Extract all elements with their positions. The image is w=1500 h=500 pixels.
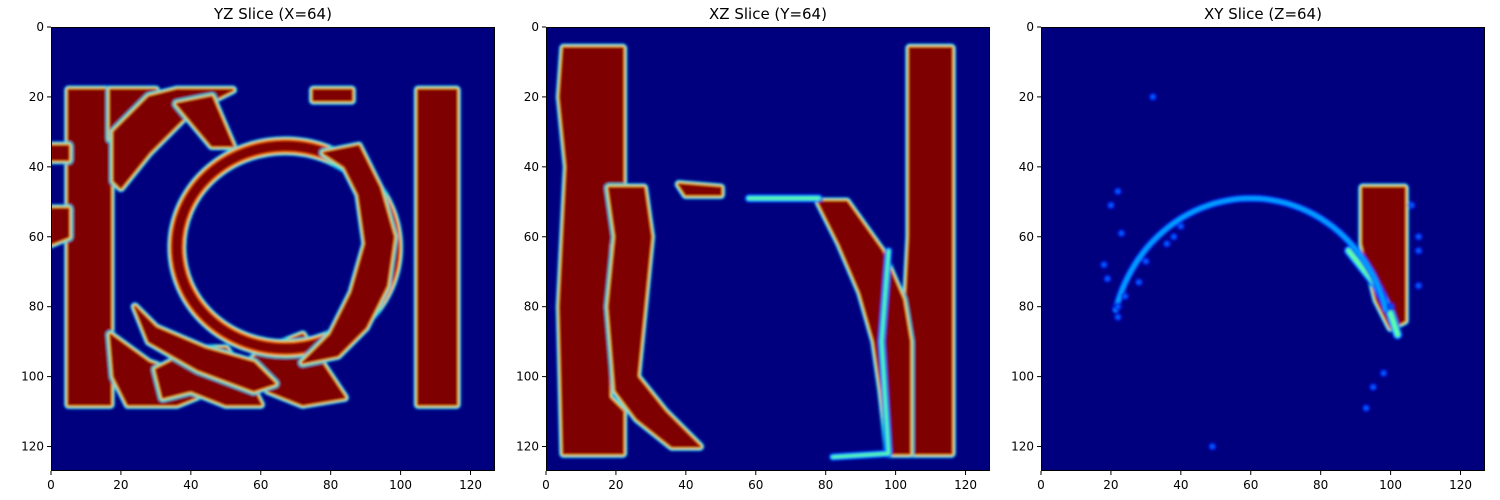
x-tick-label: 60	[253, 478, 268, 492]
y-tick-label: 80	[1019, 300, 1034, 314]
y-tick-label: 60	[1019, 230, 1034, 244]
axes-frame	[546, 27, 990, 471]
heatmap-arc	[1112, 194, 1390, 314]
x-tick-label: 120	[459, 478, 482, 492]
x-tick-label: 60	[748, 478, 763, 492]
heatmap-region	[674, 179, 726, 200]
y-tick-label: 120	[1011, 440, 1034, 454]
x-tick-label: 60	[1243, 478, 1258, 492]
x-tick-label: 0	[47, 478, 55, 492]
heatmap-region	[51, 204, 73, 249]
y-tick-label: 40	[1019, 160, 1034, 174]
x-tick-label: 20	[113, 478, 128, 492]
x-tick-label: 120	[1449, 478, 1472, 492]
chart-title: XY Slice (Z=64)	[1204, 5, 1322, 23]
y-tick-label: 60	[29, 230, 44, 244]
y-tick-label: 100	[516, 370, 539, 384]
heatmap-region	[172, 92, 238, 151]
axes-frame	[51, 27, 495, 471]
x-tick-label: 100	[389, 478, 412, 492]
y-tick-label: 120	[516, 440, 539, 454]
y-tick-label: 20	[524, 90, 539, 104]
x-tick-label: 80	[818, 478, 833, 492]
heatmap-background	[1041, 27, 1485, 471]
heatmap-region	[64, 85, 115, 410]
y-tick-label: 120	[21, 440, 44, 454]
y-tick-label: 100	[21, 370, 44, 384]
y-tick-label: 60	[524, 230, 539, 244]
heatmap-area: 0 20 40 60 80 100 120 0 20 40 60 80 100 120	[21, 20, 495, 492]
y-tick-label: 80	[524, 300, 539, 314]
x-tick-label: 20	[608, 478, 623, 492]
x-tick-label: 40	[678, 478, 693, 492]
heatmap-region	[298, 141, 399, 368]
heatmap-region	[413, 85, 461, 410]
y-tick-label: 0	[1026, 20, 1034, 34]
panel-xz-slice: XZ Slice (Y=64) 0 20 40 60 80 100 120 0 20 40 60 80…	[516, 5, 990, 492]
axes-frame	[1041, 27, 1485, 471]
panel-xy-slice: XY Slice (Z=64) 0 20 40 60 80 100 120 0 20 40 60 80…	[1011, 5, 1485, 492]
heatmap-region	[51, 141, 73, 165]
heatmap-area: 0 20 40 60 80 100 120 0 20 40 60 80 100 120	[516, 20, 990, 492]
y-tick-label: 100	[1011, 370, 1034, 384]
heatmap-region	[308, 85, 357, 105]
x-tick-label: 20	[1103, 478, 1118, 492]
heatmap-region	[105, 85, 161, 144]
heatmap-area: 0 20 40 60 80 100 120 0 20 40 60 80 100 120	[1011, 20, 1485, 492]
x-tick-label: 80	[323, 478, 338, 492]
x-tick-label: 0	[542, 478, 550, 492]
y-tick-label: 40	[29, 160, 44, 174]
chart-title: YZ Slice (X=64)	[213, 5, 332, 23]
heatmap-streak	[828, 246, 893, 461]
y-tick-label: 20	[29, 90, 44, 104]
x-tick-label: 120	[954, 478, 977, 492]
heatmap-region	[130, 302, 280, 396]
y-tick-label: 20	[1019, 90, 1034, 104]
panel-yz-slice: YZ Slice (X=64) 0 20 40 60 80 100 120 0 20 40 60 80…	[21, 5, 495, 492]
x-tick-label: 80	[1313, 478, 1328, 492]
y-tick-label: 0	[531, 20, 539, 34]
x-tick-label: 100	[1379, 478, 1402, 492]
x-tick-label: 100	[884, 478, 907, 492]
x-tick-label: 0	[1037, 478, 1045, 492]
chart-title: XZ Slice (Y=64)	[709, 5, 827, 23]
y-tick-label: 80	[29, 300, 44, 314]
y-tick-label: 0	[36, 20, 44, 34]
x-tick-label: 40	[1173, 478, 1188, 492]
heatmap-dots	[1099, 92, 1423, 451]
x-tick-label: 40	[183, 478, 198, 492]
heatmap-region	[604, 183, 705, 451]
y-tick-label: 40	[524, 160, 539, 174]
